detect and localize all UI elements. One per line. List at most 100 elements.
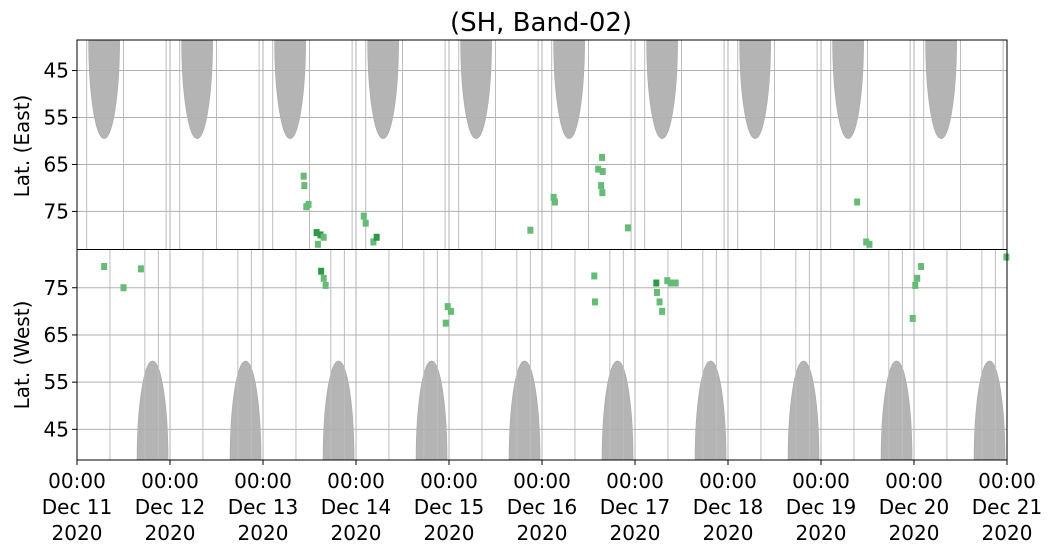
x-tick-date: Dec 19 — [786, 495, 857, 519]
detection-cell — [313, 229, 320, 237]
x-tick-time: 00:00 — [141, 469, 199, 493]
detection-cell — [317, 231, 324, 239]
detection-cell — [668, 279, 675, 287]
coverage-lobe — [739, 39, 771, 139]
x-tick-date: Dec 15 — [414, 495, 485, 519]
detection-cell — [301, 182, 308, 190]
coverage-lobe — [274, 39, 306, 139]
x-tick-year: 2020 — [889, 521, 940, 545]
west-lat-gridlines — [77, 287, 1007, 430]
x-tick-date: Dec 16 — [507, 495, 578, 519]
x-tick-year: 2020 — [238, 521, 289, 545]
y-tick-label: 75 — [44, 276, 69, 300]
coverage-lobe — [553, 39, 585, 139]
detection-cell — [120, 284, 127, 292]
detection-cell — [1003, 253, 1010, 261]
x-tick-year: 2020 — [145, 521, 196, 545]
detection-cell — [551, 198, 558, 206]
detection-cell — [322, 281, 329, 289]
detection-cell — [653, 279, 660, 287]
chart-title: (SH, Band-02) — [450, 8, 632, 38]
west-detections-layer — [101, 253, 1010, 327]
panel-west: 45 55 65 75 Lat. (West) — [10, 250, 1010, 460]
west-time-gridlines — [109, 250, 996, 460]
coverage-lobe — [646, 39, 678, 139]
x-tick-year: 2020 — [796, 521, 847, 545]
detection-cell — [550, 193, 557, 201]
x-tick-time: 00:00 — [234, 469, 292, 493]
coverage-lobe — [460, 39, 492, 139]
detection-cell — [362, 219, 369, 227]
x-tick-time: 00:00 — [327, 469, 385, 493]
x-tick-year: 2020 — [517, 521, 568, 545]
x-tick-time: 00:00 — [885, 469, 943, 493]
detection-cell — [320, 233, 327, 241]
x-tick-time: 00:00 — [420, 469, 478, 493]
detection-cell — [653, 288, 660, 296]
east-time-gridlines — [86, 40, 1004, 249]
detection-cell — [599, 153, 606, 161]
detection-cell — [370, 238, 377, 246]
x-tick-date: Dec 17 — [600, 495, 671, 519]
detection-cell — [866, 240, 873, 248]
detection-cell — [664, 277, 671, 285]
x-tick-year: 2020 — [982, 521, 1033, 545]
detection-cell — [863, 238, 870, 246]
detection-cell — [656, 298, 663, 306]
y-tick-label: 65 — [44, 152, 69, 176]
x-tick-year: 2020 — [424, 521, 475, 545]
y-tick-label: 65 — [44, 323, 69, 347]
detection-cell — [442, 319, 449, 327]
y-tick-label: 75 — [44, 199, 69, 223]
coverage-lobe — [367, 39, 399, 139]
x-tick-date: Dec 14 — [321, 495, 392, 519]
detection-cell — [447, 307, 454, 315]
detection-cell — [444, 303, 451, 311]
detection-cell — [320, 274, 327, 282]
east-detections-layer — [300, 153, 873, 248]
detection-cell — [672, 279, 679, 287]
east-y-axis-label: Lat. (East) — [10, 95, 34, 198]
detection-cell — [659, 307, 666, 315]
detection-cell — [918, 263, 925, 271]
x-tick-time: 00:00 — [513, 469, 571, 493]
detection-cell — [305, 200, 312, 208]
x-tick-year: 2020 — [331, 521, 382, 545]
detection-cell — [101, 263, 108, 271]
detection-cell — [360, 212, 367, 220]
detection-cell — [314, 240, 321, 248]
detection-cell — [624, 224, 631, 232]
west-y-axis-label: Lat. (West) — [10, 301, 34, 410]
x-tick-date: Dec 12 — [135, 495, 206, 519]
y-tick-label: 45 — [44, 417, 69, 441]
east-lat-gridlines — [77, 70, 1007, 212]
detection-cell — [909, 314, 916, 322]
coverage-lobe — [181, 39, 213, 139]
coverage-lobe — [88, 39, 120, 139]
detection-cell — [599, 189, 606, 197]
detection-cell — [914, 274, 921, 282]
east-y-axis-ticks: 45 55 65 75 — [44, 59, 77, 223]
detection-cell — [912, 281, 919, 289]
coverage-lobe — [832, 39, 864, 139]
detection-cell — [599, 168, 606, 176]
x-tick-year: 2020 — [610, 521, 661, 545]
x-tick-date: Dec 11 — [42, 495, 113, 519]
x-tick-time: 00:00 — [48, 469, 106, 493]
detection-cell — [373, 233, 380, 241]
x-tick-year: 2020 — [703, 521, 754, 545]
x-tick-date: Dec 18 — [693, 495, 764, 519]
west-y-axis-ticks: 45 55 65 75 — [44, 276, 77, 441]
detection-cell — [137, 265, 144, 273]
x-tick-time: 00:00 — [699, 469, 757, 493]
x-tick-date: Dec 13 — [228, 495, 299, 519]
detection-cell — [527, 226, 534, 234]
x-tick-year: 2020 — [52, 521, 103, 545]
x-tick-date: Dec 20 — [879, 495, 950, 519]
x-tick-time: 00:00 — [606, 469, 664, 493]
y-tick-label: 45 — [44, 59, 69, 83]
detection-cell — [854, 198, 861, 206]
x-tick-time: 00:00 — [978, 469, 1036, 493]
